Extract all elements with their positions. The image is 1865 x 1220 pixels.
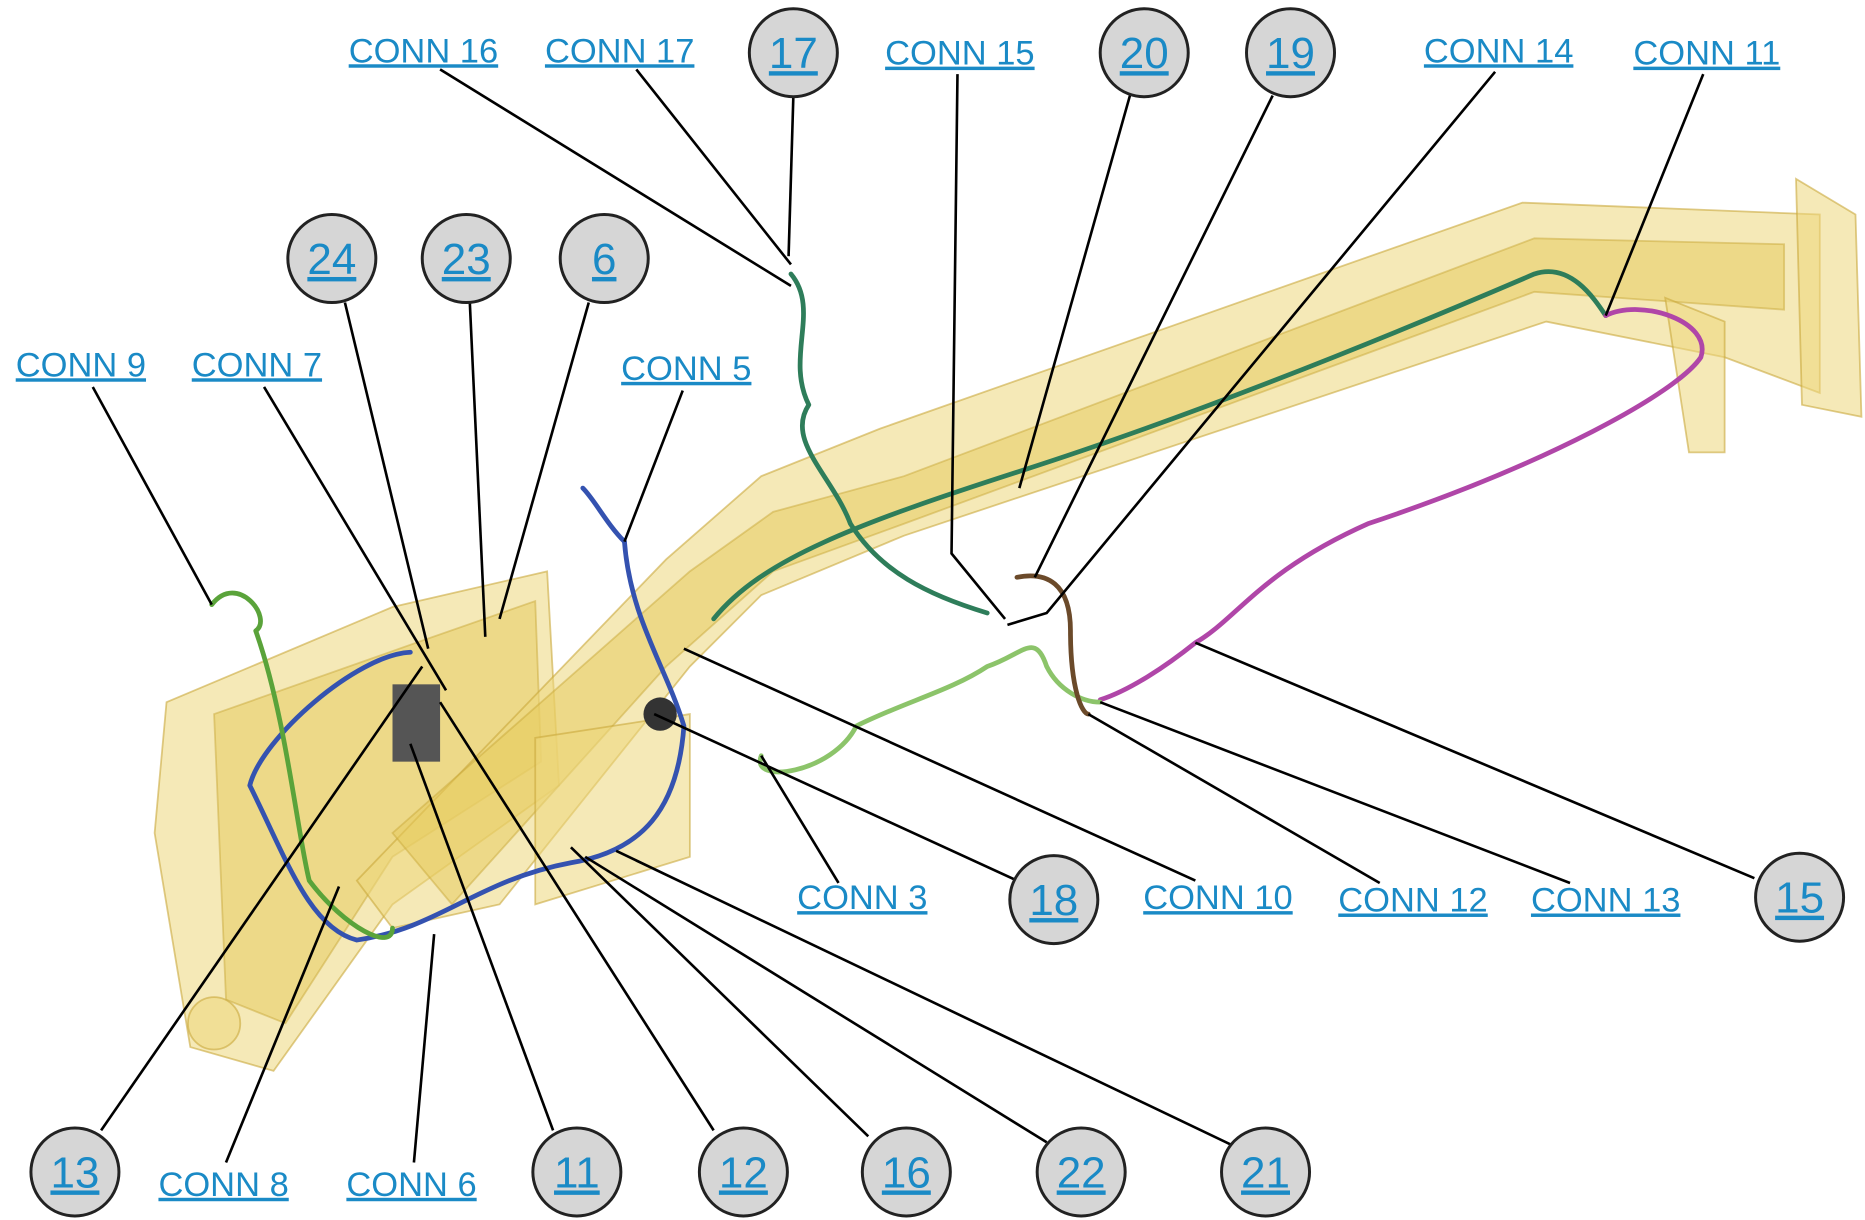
connector-block [392, 684, 441, 762]
leader-line [224, 886, 341, 1163]
end-plate [1795, 177, 1863, 418]
bracket [1664, 296, 1726, 454]
connector-label[interactable]: CONN 10 [1143, 879, 1292, 917]
callout-number[interactable]: 6 [592, 235, 616, 284]
callout-number[interactable]: 16 [882, 1148, 931, 1197]
connector-label[interactable]: CONN 15 [885, 35, 1034, 73]
wire-blue-thin [580, 485, 627, 544]
callout-number[interactable]: 18 [1029, 876, 1078, 925]
callout-circle [860, 1126, 952, 1218]
callout-circle [1098, 7, 1190, 99]
leader-line [438, 701, 715, 1132]
leader-line [950, 74, 1007, 620]
connector-label[interactable]: CONN 5 [621, 350, 751, 388]
leader-line [409, 743, 555, 1131]
callout-number[interactable]: 12 [719, 1148, 768, 1197]
callout-number[interactable]: 19 [1266, 29, 1315, 78]
callout-circle [286, 213, 378, 305]
frame [153, 177, 1863, 1072]
leader-line [1007, 70, 1497, 627]
wire-light-green [757, 645, 1103, 775]
callout-circle [697, 1126, 789, 1218]
leaders [91, 68, 1755, 1163]
leader-line [1033, 94, 1274, 578]
connector-label[interactable]: CONN 14 [1424, 32, 1573, 70]
leader-line [623, 390, 684, 543]
leader-line [100, 665, 424, 1132]
callout-number[interactable]: 21 [1241, 1148, 1290, 1197]
connector-label[interactable]: CONN 12 [1338, 882, 1487, 920]
wire-dark-green [788, 271, 990, 616]
leader-line [683, 647, 1196, 882]
leader-line [412, 933, 436, 1163]
leader-line [1604, 73, 1705, 317]
connector-label[interactable]: CONN 7 [192, 346, 322, 384]
callout-number[interactable]: 22 [1057, 1148, 1106, 1197]
callout-number[interactable]: 23 [442, 235, 491, 284]
leader-line [760, 755, 840, 884]
callout-circle [558, 213, 650, 305]
callout-circle [1008, 854, 1100, 946]
leader-line [1018, 95, 1132, 489]
pivot [187, 996, 242, 1051]
leader-line [343, 302, 430, 649]
callout-circle [29, 1126, 121, 1218]
callout-number[interactable]: 17 [769, 29, 818, 78]
leader-line [468, 302, 487, 637]
leader-line [653, 712, 1018, 882]
wire-brown [1014, 573, 1091, 717]
connector-label[interactable]: CONN 6 [346, 1166, 476, 1204]
connector-label[interactable]: CONN 17 [545, 32, 694, 70]
wire-magenta [1097, 307, 1705, 703]
callout-number[interactable]: 20 [1120, 29, 1169, 78]
leader-line [439, 68, 792, 287]
callout-circle [1754, 851, 1846, 943]
callout-circle [1245, 7, 1337, 99]
leader-line [498, 302, 591, 620]
wire-blue [247, 539, 687, 943]
leader-line [262, 386, 448, 691]
wire-beam [711, 269, 1609, 622]
callout-number[interactable]: 15 [1775, 874, 1824, 923]
leader-line [584, 855, 1048, 1144]
callout-number[interactable]: 24 [307, 235, 356, 284]
callout-circle [1220, 1126, 1312, 1218]
labels: CONN 16 CONN 17 CONN 15 CONN 14 CONN 11 CONN … [16, 7, 1846, 1218]
connector-label[interactable]: CONN 16 [349, 32, 498, 70]
leader-line [1099, 700, 1571, 885]
callout-circle [1035, 1126, 1127, 1218]
beam-face [391, 237, 1786, 906]
connector-label[interactable]: CONN 13 [1531, 882, 1680, 920]
wire-green [209, 590, 395, 940]
leader-line [787, 96, 795, 257]
callout-circle [747, 7, 839, 99]
leader-line [1194, 641, 1755, 880]
leader-line [1087, 712, 1381, 885]
callout-circle [420, 213, 512, 305]
leader-line [570, 846, 870, 1138]
connector-label[interactable]: CONN 8 [158, 1166, 288, 1204]
leader-line [91, 386, 213, 606]
connector-label[interactable]: CONN 11 [1633, 35, 1780, 73]
grommet [643, 697, 677, 731]
connector-label[interactable]: CONN 9 [16, 346, 146, 384]
callout-number[interactable]: 11 [554, 1148, 600, 1197]
leader-line [615, 849, 1232, 1146]
callout-circle [531, 1126, 623, 1218]
connector-label[interactable]: CONN 3 [797, 879, 927, 917]
leader-line [635, 68, 792, 266]
callout-number[interactable]: 13 [50, 1148, 99, 1197]
